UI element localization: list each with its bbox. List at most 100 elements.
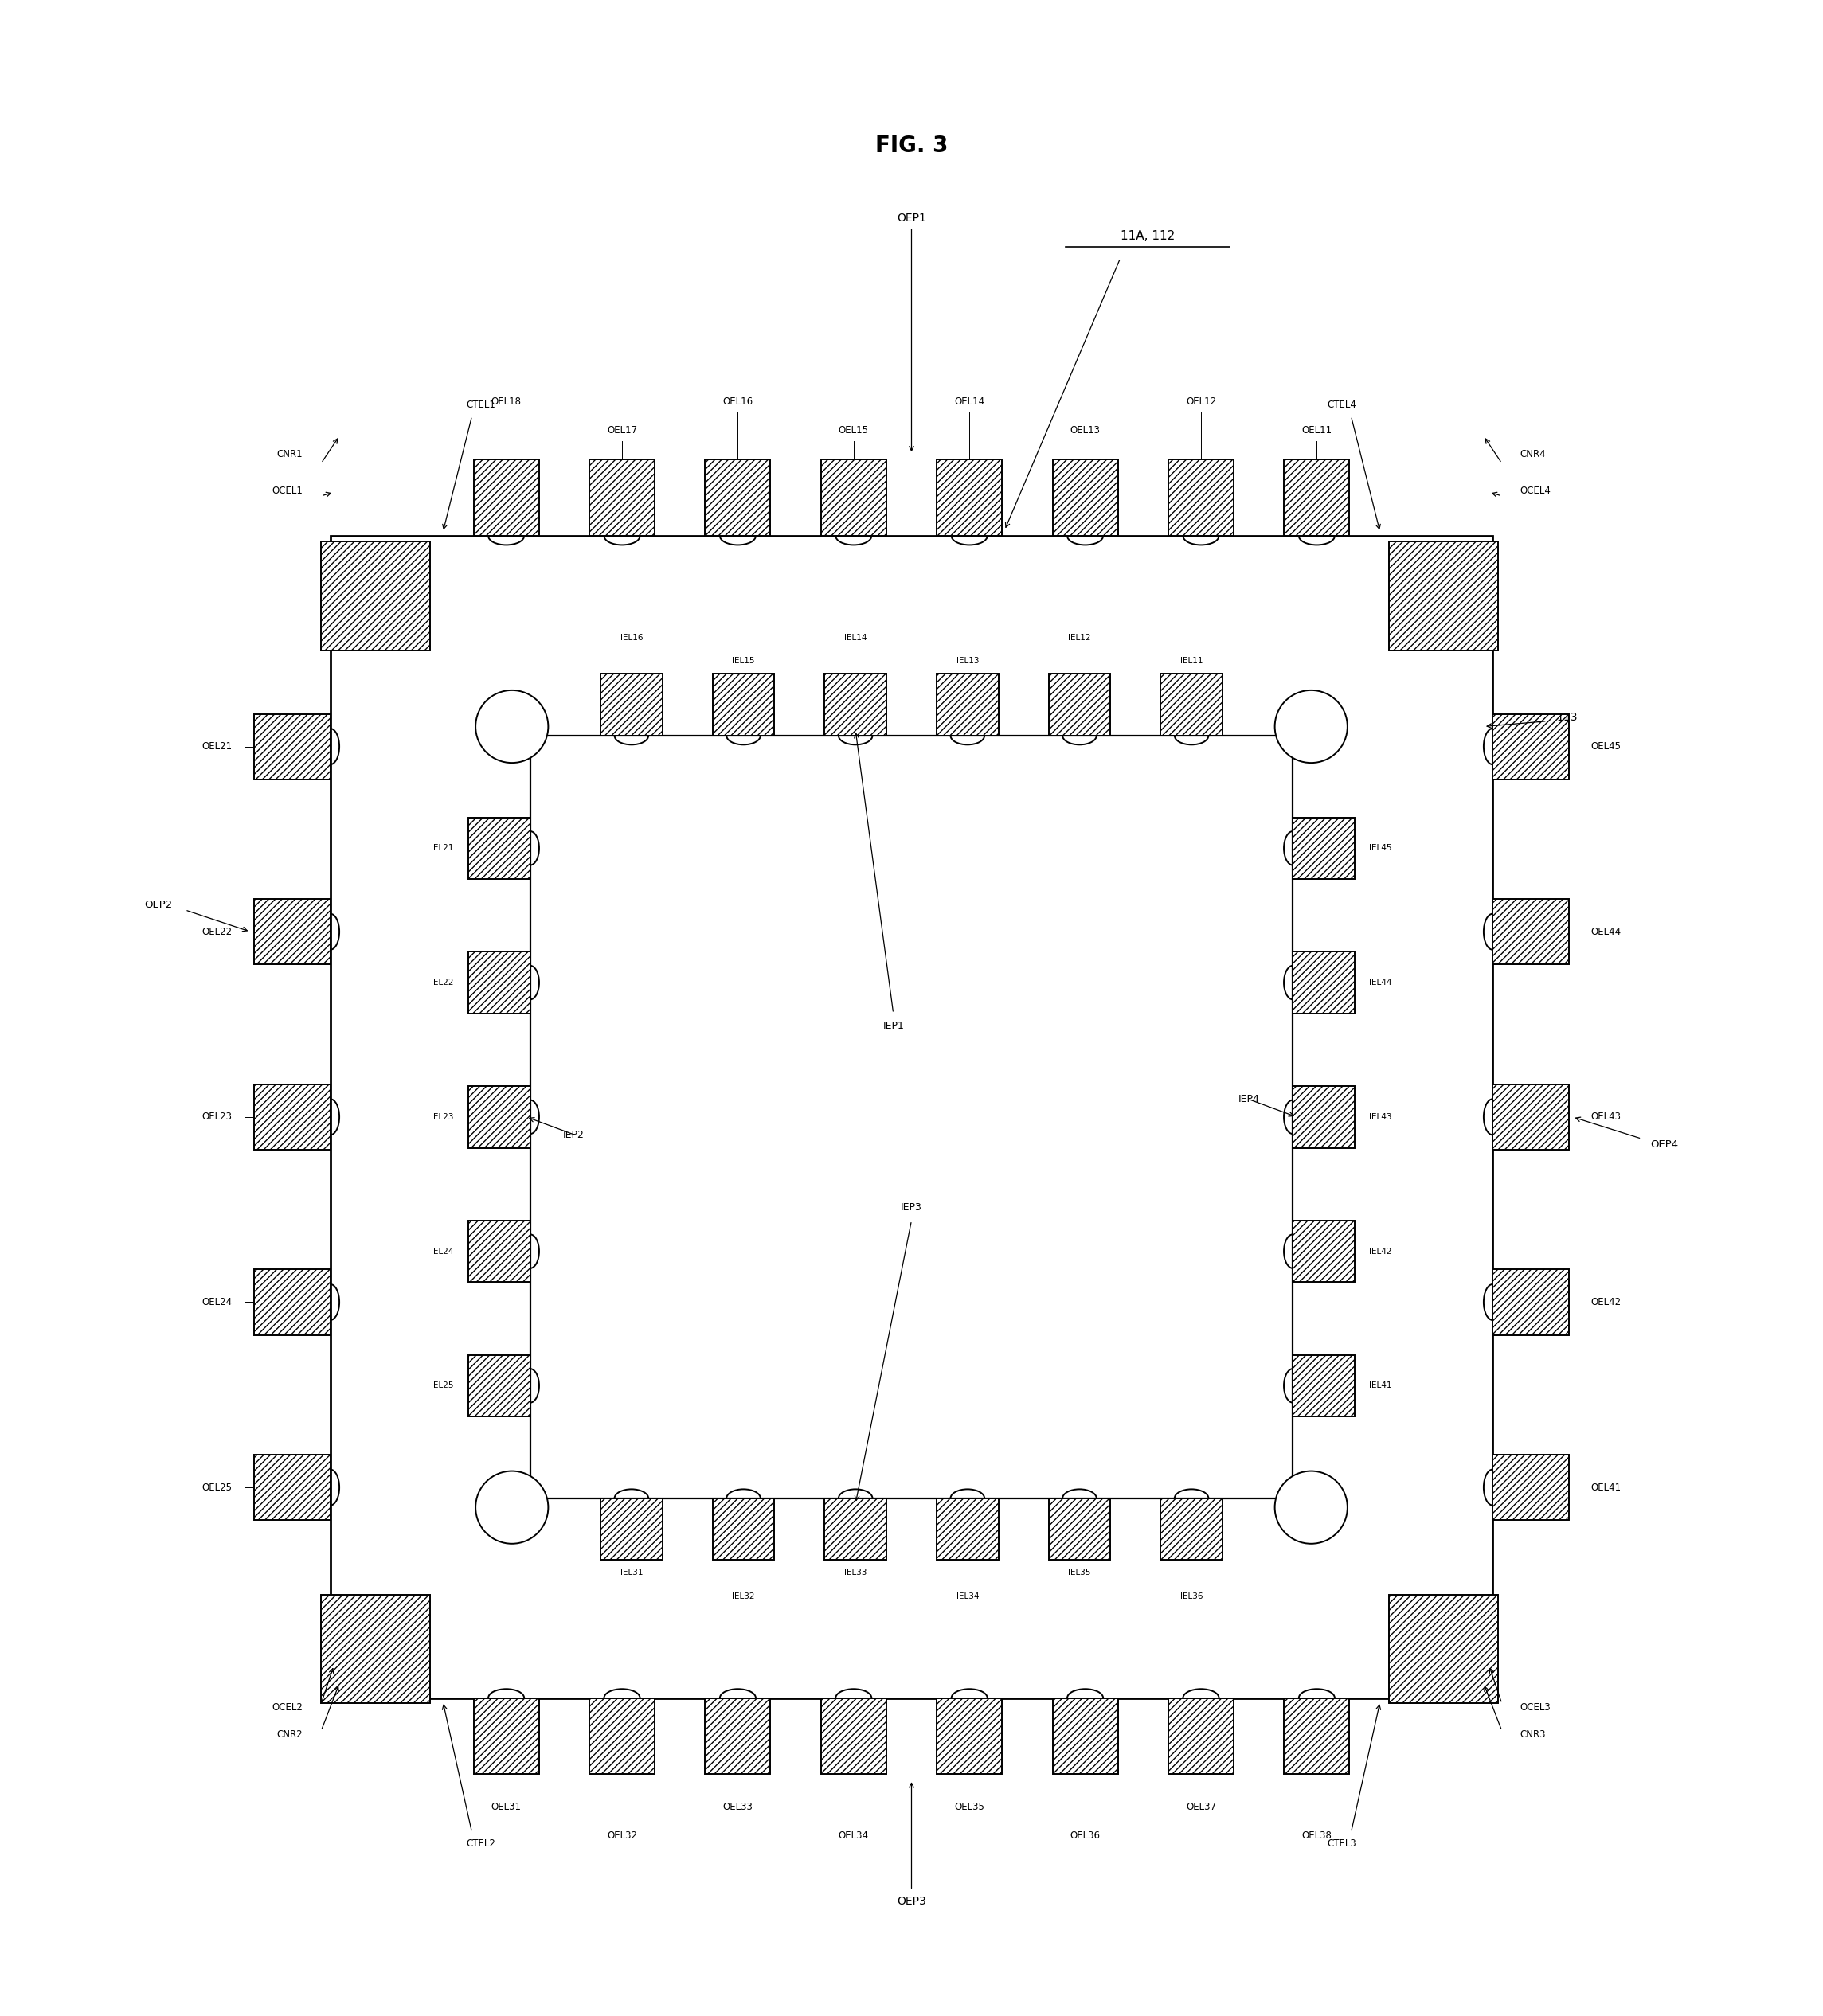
Circle shape [1274,689,1347,762]
Text: IEL24: IEL24 [430,1248,454,1256]
Text: CNR1: CNR1 [277,450,303,460]
Bar [1493,1270,1570,1335]
Bar [820,460,886,536]
Bar [530,736,1293,1498]
Circle shape [1274,1472,1347,1544]
Text: OEL37: OEL37 [1185,1802,1216,1812]
Bar [1161,673,1223,736]
Text: IEL13: IEL13 [955,657,979,665]
Circle shape [476,1472,549,1544]
Bar [253,1270,330,1335]
Bar [330,536,1493,1697]
Text: IEP4: IEP4 [1238,1093,1260,1105]
Bar [253,899,330,964]
Bar [600,673,662,736]
Text: OEL34: OEL34 [839,1831,870,1841]
Bar [321,542,430,651]
Bar [253,1456,330,1520]
Text: OEL15: OEL15 [839,425,870,435]
Bar [469,1087,530,1147]
Text: IEP1: IEP1 [882,1020,904,1032]
Bar [1293,952,1354,1014]
Bar [1048,673,1110,736]
Bar [474,1697,540,1774]
Text: OEL21: OEL21 [202,742,232,752]
Bar [824,673,886,736]
Circle shape [476,689,549,762]
Text: OEL32: OEL32 [607,1831,638,1841]
Text: OEL33: OEL33 [722,1802,753,1812]
Text: OEL12: OEL12 [1185,397,1216,407]
Text: OEL45: OEL45 [1591,742,1621,752]
Text: IEL43: IEL43 [1369,1113,1393,1121]
Text: IEP2: IEP2 [563,1129,585,1141]
Bar [321,1595,430,1704]
Bar [1493,899,1570,964]
Text: IEL33: IEL33 [844,1568,868,1577]
Text: IEL22: IEL22 [430,978,454,986]
Bar [589,1697,654,1774]
Bar [1493,714,1570,780]
Bar [253,1085,330,1149]
Bar [1048,1498,1110,1560]
Text: CTEL4: CTEL4 [1327,399,1356,411]
Text: 113: 113 [1557,712,1577,724]
Text: IEL23: IEL23 [430,1113,454,1121]
Text: OCEL4: OCEL4 [1520,486,1551,496]
Text: OCEL2: OCEL2 [272,1702,303,1712]
Bar [820,1697,886,1774]
Text: OEL23: OEL23 [202,1111,232,1123]
Bar [469,952,530,1014]
Text: OEL13: OEL13 [1070,425,1101,435]
Text: IEL32: IEL32 [733,1593,755,1601]
Text: OEP4: OEP4 [1652,1139,1679,1149]
Text: CTEL3: CTEL3 [1327,1839,1356,1849]
Text: OEL35: OEL35 [953,1802,984,1812]
Bar [1052,460,1117,536]
Text: IEL21: IEL21 [430,845,454,853]
Bar [1283,460,1349,536]
Text: CNR3: CNR3 [1520,1730,1546,1740]
Bar [1293,1220,1354,1282]
Text: IEL31: IEL31 [620,1568,644,1577]
Text: OEL16: OEL16 [722,397,753,407]
Text: OEL24: OEL24 [202,1296,232,1306]
Text: OEP1: OEP1 [897,212,926,224]
Bar [1389,1595,1499,1704]
Text: OEP3: OEP3 [897,1895,926,1907]
Text: OEL18: OEL18 [490,397,521,407]
Text: IEL34: IEL34 [955,1593,979,1601]
Bar [1161,1498,1223,1560]
Text: CNR2: CNR2 [277,1730,303,1740]
Text: OEP2: OEP2 [144,899,171,909]
Text: IEP3: IEP3 [901,1204,922,1214]
Text: OEL25: OEL25 [202,1482,232,1492]
Text: IEL42: IEL42 [1369,1248,1393,1256]
Text: OEL43: OEL43 [1591,1111,1621,1123]
Text: IEL25: IEL25 [430,1381,454,1389]
Text: CNR4: CNR4 [1520,450,1546,460]
Text: 11A, 112: 11A, 112 [1121,230,1174,242]
Text: OEL38: OEL38 [1302,1831,1333,1841]
Bar [1493,1085,1570,1149]
Text: OCEL3: OCEL3 [1520,1702,1551,1712]
Bar [706,1697,771,1774]
Bar [713,673,775,736]
Bar [1169,1697,1234,1774]
Text: OEL44: OEL44 [1591,927,1621,937]
Bar [937,673,999,736]
Bar [1293,1355,1354,1417]
Text: OEL17: OEL17 [607,425,638,435]
Text: IEL41: IEL41 [1369,1381,1393,1389]
Text: FIG. 3: FIG. 3 [875,135,948,157]
Text: IEL12: IEL12 [1068,633,1090,641]
Text: IEL44: IEL44 [1369,978,1393,986]
Bar [589,460,654,536]
Bar [1389,542,1499,651]
Bar [937,460,1003,536]
Bar [1293,816,1354,879]
Text: OEL11: OEL11 [1302,425,1333,435]
Text: OEL31: OEL31 [490,1802,521,1812]
Bar [713,1498,775,1560]
Bar [824,1498,886,1560]
